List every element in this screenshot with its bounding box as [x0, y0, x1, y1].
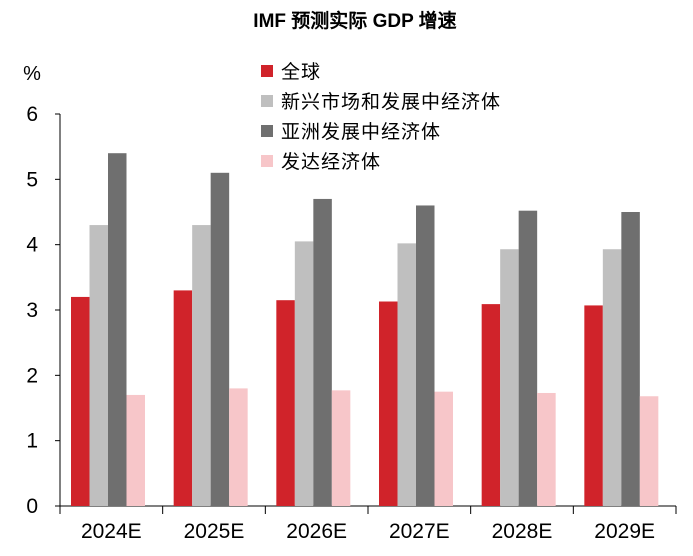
- bar-3-1: [397, 243, 416, 507]
- y-tick-label: 0: [26, 495, 38, 518]
- bar-3-0: [379, 301, 398, 506]
- bar-5-2: [621, 212, 640, 506]
- bar-0-2: [108, 153, 127, 506]
- legend-label: 亚洲发展中经济体: [281, 121, 441, 143]
- bar-4-2: [518, 210, 538, 506]
- bar-5-1: [602, 249, 622, 507]
- legend-label: 新兴市场和发展中经济体: [281, 91, 501, 113]
- bar-3-3: [434, 391, 453, 506]
- y-tick-label: 4: [26, 234, 38, 257]
- y-tick-label: 1: [26, 430, 38, 453]
- bar-2-3: [331, 390, 351, 506]
- x-tick-label: 2025E: [184, 520, 245, 543]
- bar-2-1: [294, 241, 314, 506]
- legend-label: 发达经济体: [281, 151, 381, 173]
- bar-4-0: [481, 304, 501, 506]
- bar-0-1: [89, 225, 108, 507]
- legend-swatch: [261, 125, 273, 137]
- x-axis: 2024E 2025E 2026E 2027E 2028E 2029E: [59, 505, 677, 543]
- bar-0-3: [126, 394, 145, 506]
- bar-5-3: [639, 396, 659, 506]
- bar-3-2: [416, 205, 435, 506]
- y-tick-label: 6: [26, 103, 38, 126]
- x-tick-label: 2026E: [286, 520, 347, 543]
- x-tick-label: 2028E: [492, 520, 553, 543]
- bar-1-0: [173, 290, 193, 506]
- bar-5-0: [584, 305, 603, 506]
- legend-label: 全球: [281, 61, 321, 83]
- y-axis: 0 1 2 3 4 5 6: [26, 103, 61, 518]
- bar-1-2: [210, 172, 230, 507]
- chart-title: IMF 预测实际 GDP 增速: [253, 9, 456, 32]
- bar-1-3: [229, 388, 248, 506]
- legend-swatch: [261, 155, 273, 167]
- bar-2-2: [313, 198, 332, 506]
- y-axis-unit: %: [23, 63, 41, 85]
- bar-4-1: [500, 249, 519, 507]
- bars: [71, 153, 659, 507]
- bar-1-1: [192, 225, 211, 507]
- y-tick-label: 2: [26, 364, 38, 387]
- x-tick-label: 2027E: [389, 520, 450, 543]
- y-tick-label: 3: [26, 299, 38, 322]
- y-tick-label: 5: [26, 168, 38, 191]
- bar-0-0: [71, 296, 90, 506]
- bar-4-3: [537, 392, 556, 506]
- bar-2-0: [276, 300, 295, 506]
- x-tick-label: 2029E: [594, 520, 655, 543]
- legend-swatch: [261, 65, 273, 77]
- legend-swatch: [261, 95, 273, 107]
- x-tick-label: 2024E: [81, 520, 142, 543]
